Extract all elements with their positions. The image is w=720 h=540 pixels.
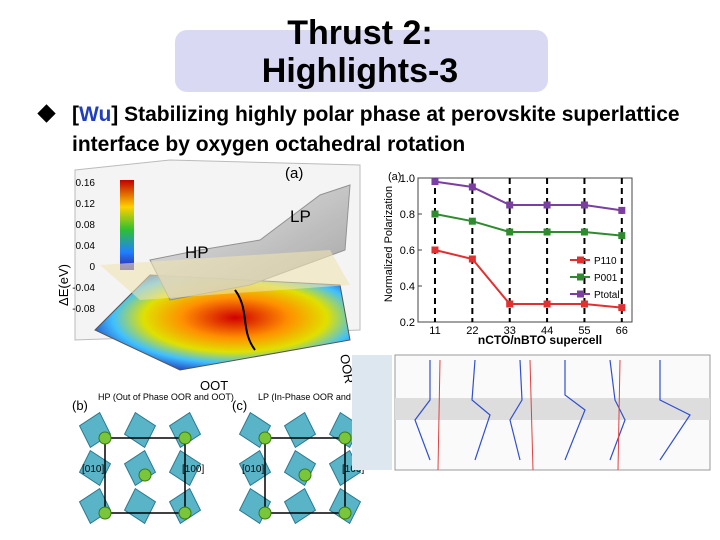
bracket: [	[72, 103, 79, 126]
panel-label: (c)	[232, 398, 247, 413]
panel-label: (b)	[72, 398, 88, 413]
octahedron	[283, 487, 317, 525]
direction-label: [100]	[182, 464, 204, 475]
x-tick-label: 44	[541, 325, 553, 337]
y-tick-label: 1.0	[400, 173, 415, 185]
atom	[98, 506, 112, 520]
panel-label: (a)	[388, 171, 401, 183]
point	[431, 210, 439, 218]
region-label: LP	[290, 207, 311, 226]
bullet: [Wu] Stabilizing highly polar phase at p…	[37, 100, 680, 160]
point	[618, 206, 626, 214]
x-tick-label: 55	[578, 325, 590, 337]
plane	[100, 250, 350, 300]
point	[543, 228, 551, 236]
legend-marker	[577, 290, 584, 298]
unit-cell	[264, 437, 346, 514]
atom	[258, 506, 272, 520]
point	[431, 178, 439, 186]
x-tick-label: 22	[466, 325, 478, 337]
series-line	[434, 213, 622, 237]
point	[580, 228, 588, 236]
atom	[298, 468, 312, 482]
axis-label: OOR	[337, 353, 357, 385]
bullet-text: Stabilizing highly polar phase at perovs…	[72, 103, 680, 156]
legend-marker	[577, 273, 584, 281]
profile-panels	[352, 354, 711, 471]
plot-area	[417, 177, 633, 323]
structures: (b) HP (Out of Phase OOR and OOT) [010] [10…	[72, 392, 376, 525]
atom	[138, 468, 152, 482]
atom	[178, 431, 192, 445]
direction-label: [010]	[242, 464, 264, 475]
x-tick-label: 33	[504, 325, 516, 337]
z-tick-label: -0.08	[72, 304, 95, 315]
unit-cell	[104, 437, 186, 514]
title-box	[175, 30, 548, 92]
bracket: ]	[111, 103, 119, 126]
legend-label: P001	[594, 273, 618, 284]
axis-label: ΔE(eV)	[56, 264, 71, 306]
point	[618, 304, 626, 312]
y-axis-label: Normalized Polarization	[383, 186, 395, 302]
point	[543, 201, 551, 209]
atom	[258, 431, 272, 445]
structure-caption: HP (Out of Phase OOR and OOT)	[98, 392, 234, 402]
point	[580, 201, 588, 209]
point	[506, 228, 514, 236]
point	[468, 183, 476, 191]
point	[431, 246, 439, 254]
surface-plot: (a) LP HP ΔE(eV) 0.16 0.12 0.08 0.04 0 -0.04 -…	[56, 159, 361, 393]
profile-line	[414, 359, 691, 461]
x-tick-label: 66	[616, 325, 628, 337]
atom-stack	[352, 355, 392, 470]
region-label: HP	[185, 243, 209, 262]
y-tick-label: 0.4	[400, 281, 415, 293]
point	[468, 217, 476, 225]
series-line	[434, 180, 622, 212]
atom	[338, 506, 352, 520]
y-tick-label: 0.6	[400, 245, 415, 257]
interface-band	[395, 398, 710, 420]
point	[618, 232, 626, 240]
atom	[338, 431, 352, 445]
z-tick-label: -0.04	[72, 283, 95, 294]
octahedron	[78, 449, 112, 487]
legend-marker	[577, 256, 584, 264]
x-axis-label: nCTO/nBTO supercell	[478, 333, 602, 347]
legend-label: Ptotal	[594, 290, 620, 301]
boundary	[234, 289, 256, 351]
octahedron	[123, 487, 157, 525]
direction-label: [010]	[82, 464, 104, 475]
z-tick-label: 0.12	[76, 199, 96, 210]
point	[543, 300, 551, 308]
atom	[98, 431, 112, 445]
point	[580, 300, 588, 308]
y-tick-label: 0.2	[400, 317, 415, 329]
z-tick-label: 0.04	[76, 241, 96, 252]
panel-label: (a)	[285, 165, 303, 182]
legend-label: P110	[594, 256, 617, 267]
x-tick-label: 11	[429, 325, 440, 337]
profile-line	[437, 359, 621, 471]
point	[468, 255, 476, 263]
series-line	[434, 249, 622, 309]
structure-caption: LP (In-Phase OOR and OOT)	[258, 392, 376, 402]
atom	[178, 506, 192, 520]
z-tick-label: 0.16	[76, 178, 96, 189]
z-tick-label: 0	[89, 262, 95, 273]
octahedron	[238, 449, 272, 487]
axis-label: OOT	[200, 378, 228, 393]
point	[506, 201, 514, 209]
point	[506, 300, 514, 308]
author: Wu	[79, 103, 112, 126]
y-tick-label: 0.8	[400, 209, 415, 221]
bullet-body: [Wu] Stabilizing highly polar phase at p…	[72, 100, 680, 160]
z-tick-label: 0.08	[76, 220, 96, 231]
slide-title: Thrust 2: Highlights-3	[261, 14, 459, 90]
colorbar	[120, 180, 134, 270]
